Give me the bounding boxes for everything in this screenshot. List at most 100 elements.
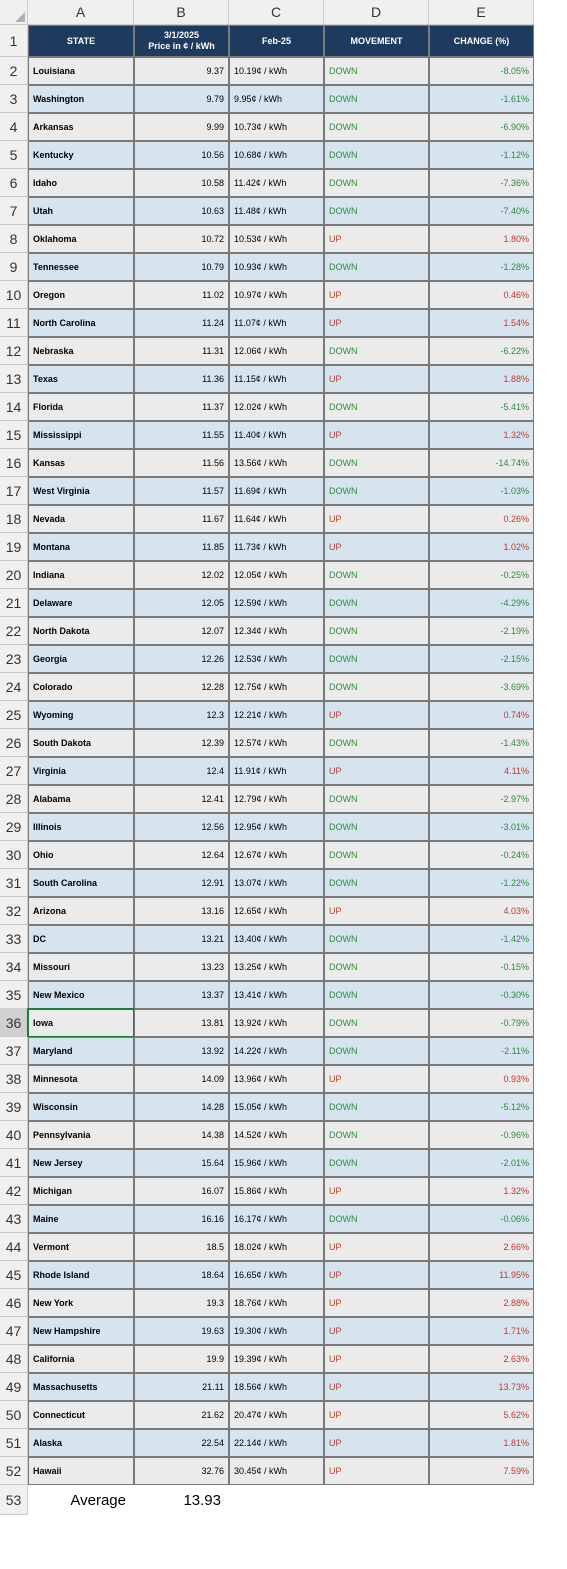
cell-state[interactable]: Wisconsin bbox=[28, 1093, 134, 1121]
row-header-3[interactable]: 3 bbox=[0, 85, 28, 113]
cell-price[interactable]: 21.11 bbox=[134, 1373, 229, 1401]
cell-state[interactable]: Pennsylvania bbox=[28, 1121, 134, 1149]
cell-state[interactable]: Virginia bbox=[28, 757, 134, 785]
cell-movement[interactable]: UP bbox=[324, 757, 429, 785]
cell-movement[interactable]: DOWN bbox=[324, 1037, 429, 1065]
row-header-34[interactable]: 34 bbox=[0, 953, 28, 981]
cell-feb[interactable]: 11.42¢ / kWh bbox=[229, 169, 324, 197]
cell-feb[interactable]: 12.65¢ / kWh bbox=[229, 897, 324, 925]
row-header-43[interactable]: 43 bbox=[0, 1205, 28, 1233]
cell-feb[interactable]: 11.64¢ / kWh bbox=[229, 505, 324, 533]
cell-change[interactable]: 1.71% bbox=[429, 1317, 534, 1345]
spreadsheet-grid[interactable]: ABCDE1STATE3/1/2025 Price in ¢ / kWhFeb-… bbox=[0, 0, 567, 1515]
row-header-53[interactable]: 53 bbox=[0, 1485, 28, 1515]
row-header-27[interactable]: 27 bbox=[0, 757, 28, 785]
cell-price[interactable]: 10.79 bbox=[134, 253, 229, 281]
cell-change[interactable]: -0.06% bbox=[429, 1205, 534, 1233]
select-all-corner[interactable] bbox=[0, 0, 28, 25]
cell-change[interactable]: -6.22% bbox=[429, 337, 534, 365]
cell-change[interactable]: -4.29% bbox=[429, 589, 534, 617]
row-header-24[interactable]: 24 bbox=[0, 673, 28, 701]
row-header-29[interactable]: 29 bbox=[0, 813, 28, 841]
cell-state[interactable]: Oregon bbox=[28, 281, 134, 309]
row-header-19[interactable]: 19 bbox=[0, 533, 28, 561]
cell-movement[interactable]: UP bbox=[324, 533, 429, 561]
cell-state[interactable]: West Virginia bbox=[28, 477, 134, 505]
row-header-49[interactable]: 49 bbox=[0, 1373, 28, 1401]
cell-state[interactable]: Colorado bbox=[28, 673, 134, 701]
row-header-44[interactable]: 44 bbox=[0, 1233, 28, 1261]
cell-state[interactable]: Idaho bbox=[28, 169, 134, 197]
cell-change[interactable]: -7.40% bbox=[429, 197, 534, 225]
cell-feb[interactable]: 10.68¢ / kWh bbox=[229, 141, 324, 169]
row-header-14[interactable]: 14 bbox=[0, 393, 28, 421]
cell-state[interactable]: New Mexico bbox=[28, 981, 134, 1009]
cell-price[interactable]: 12.26 bbox=[134, 645, 229, 673]
row-header-35[interactable]: 35 bbox=[0, 981, 28, 1009]
cell-state[interactable]: Louisiana bbox=[28, 57, 134, 85]
cell-change[interactable]: 5.62% bbox=[429, 1401, 534, 1429]
cell-price[interactable]: 11.55 bbox=[134, 421, 229, 449]
cell-state[interactable]: Texas bbox=[28, 365, 134, 393]
cell-price[interactable]: 11.37 bbox=[134, 393, 229, 421]
row-header-2[interactable]: 2 bbox=[0, 57, 28, 85]
cell-price[interactable]: 32.76 bbox=[134, 1457, 229, 1485]
cell-change[interactable]: -0.15% bbox=[429, 953, 534, 981]
row-header-20[interactable]: 20 bbox=[0, 561, 28, 589]
cell-movement[interactable]: DOWN bbox=[324, 57, 429, 85]
cell-change[interactable]: -5.41% bbox=[429, 393, 534, 421]
row-header-25[interactable]: 25 bbox=[0, 701, 28, 729]
cell-feb[interactable]: 13.07¢ / kWh bbox=[229, 869, 324, 897]
cell-change[interactable]: -0.24% bbox=[429, 841, 534, 869]
cell-price[interactable]: 14.09 bbox=[134, 1065, 229, 1093]
cell-price[interactable]: 12.91 bbox=[134, 869, 229, 897]
cell-movement[interactable]: UP bbox=[324, 421, 429, 449]
cell-feb[interactable]: 10.19¢ / kWh bbox=[229, 57, 324, 85]
col-header-B[interactable]: B bbox=[134, 0, 229, 25]
cell-feb[interactable]: 12.79¢ / kWh bbox=[229, 785, 324, 813]
cell-price[interactable]: 12.64 bbox=[134, 841, 229, 869]
cell-movement[interactable]: DOWN bbox=[324, 981, 429, 1009]
col-header-E[interactable]: E bbox=[429, 0, 534, 25]
cell-price[interactable]: 13.16 bbox=[134, 897, 229, 925]
cell-feb[interactable]: 16.65¢ / kWh bbox=[229, 1261, 324, 1289]
cell-feb[interactable]: 11.15¢ / kWh bbox=[229, 365, 324, 393]
cell-movement[interactable]: DOWN bbox=[324, 869, 429, 897]
cell-movement[interactable]: UP bbox=[324, 1317, 429, 1345]
cell-state[interactable]: Iowa bbox=[28, 1009, 134, 1037]
cell-feb[interactable]: 11.48¢ / kWh bbox=[229, 197, 324, 225]
cell-price[interactable]: 18.5 bbox=[134, 1233, 229, 1261]
cell-state[interactable]: Minnesota bbox=[28, 1065, 134, 1093]
cell-feb[interactable]: 13.40¢ / kWh bbox=[229, 925, 324, 953]
row-header-41[interactable]: 41 bbox=[0, 1149, 28, 1177]
cell-state[interactable]: Alaska bbox=[28, 1429, 134, 1457]
row-header-52[interactable]: 52 bbox=[0, 1457, 28, 1485]
cell-feb[interactable]: 9.95¢ / kWh bbox=[229, 85, 324, 113]
row-header-23[interactable]: 23 bbox=[0, 645, 28, 673]
cell-movement[interactable]: DOWN bbox=[324, 729, 429, 757]
cell-feb[interactable]: 12.59¢ / kWh bbox=[229, 589, 324, 617]
cell-state[interactable]: Utah bbox=[28, 197, 134, 225]
row-header-31[interactable]: 31 bbox=[0, 869, 28, 897]
row-header-28[interactable]: 28 bbox=[0, 785, 28, 813]
cell-movement[interactable]: DOWN bbox=[324, 1093, 429, 1121]
cell-feb[interactable]: 12.67¢ / kWh bbox=[229, 841, 324, 869]
cell-state[interactable]: North Carolina bbox=[28, 309, 134, 337]
cell-feb[interactable]: 12.06¢ / kWh bbox=[229, 337, 324, 365]
cell-change[interactable]: 1.54% bbox=[429, 309, 534, 337]
cell-change[interactable]: 0.46% bbox=[429, 281, 534, 309]
cell-change[interactable]: -3.01% bbox=[429, 813, 534, 841]
cell-price[interactable]: 9.37 bbox=[134, 57, 229, 85]
col-header-C[interactable]: C bbox=[229, 0, 324, 25]
cell-change[interactable]: 1.32% bbox=[429, 421, 534, 449]
cell-state[interactable]: Oklahoma bbox=[28, 225, 134, 253]
empty-cell[interactable] bbox=[324, 1485, 429, 1515]
cell-state[interactable]: Wyoming bbox=[28, 701, 134, 729]
cell-movement[interactable]: UP bbox=[324, 1289, 429, 1317]
cell-feb[interactable]: 12.21¢ / kWh bbox=[229, 701, 324, 729]
cell-movement[interactable]: DOWN bbox=[324, 477, 429, 505]
cell-price[interactable]: 9.99 bbox=[134, 113, 229, 141]
cell-price[interactable]: 11.24 bbox=[134, 309, 229, 337]
cell-movement[interactable]: DOWN bbox=[324, 337, 429, 365]
cell-change[interactable]: -0.79% bbox=[429, 1009, 534, 1037]
